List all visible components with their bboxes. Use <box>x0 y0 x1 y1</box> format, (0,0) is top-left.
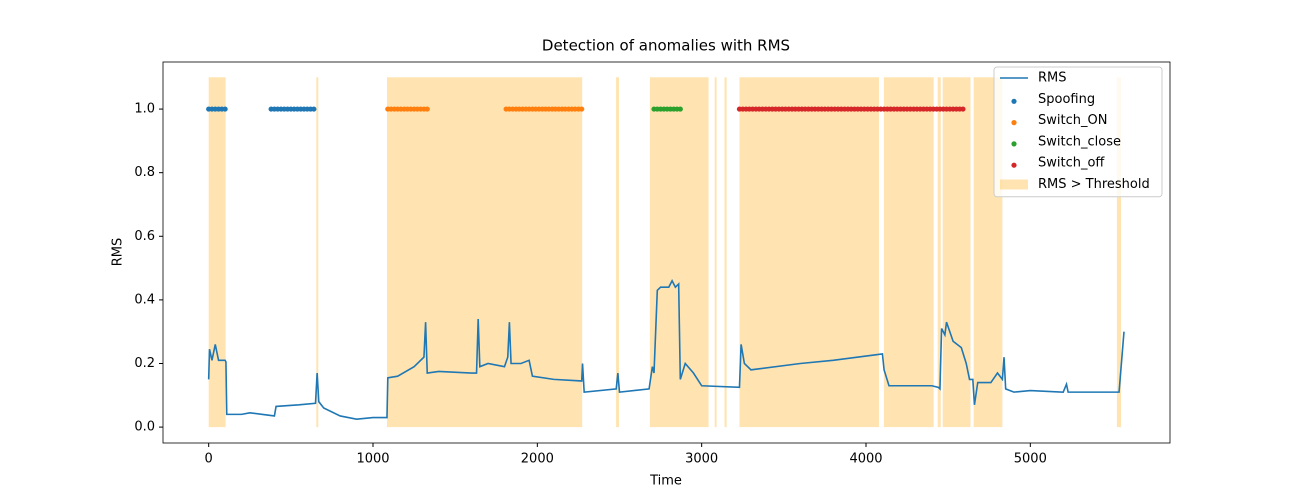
scatter-point <box>960 106 966 112</box>
legend-label: Spoofing <box>1038 92 1095 107</box>
y-tick-label: 0.8 <box>134 165 155 180</box>
plot-frame <box>162 61 1171 444</box>
x-axis-label: Time <box>649 474 682 489</box>
threshold-span <box>942 77 971 428</box>
threshold-span <box>208 77 226 428</box>
y-tick-label: 0.2 <box>134 356 155 371</box>
scatter-point <box>311 106 317 112</box>
y-tick-label: 1.0 <box>134 102 155 117</box>
threshold-span <box>724 77 727 428</box>
threshold-span <box>1116 77 1122 428</box>
legend-marker <box>1011 120 1017 126</box>
threshold-span <box>386 77 583 428</box>
legend-label: RMS > Threshold <box>1038 177 1150 192</box>
scatter-point <box>222 106 228 112</box>
threshold-span <box>714 77 717 428</box>
legend-box <box>993 66 1163 198</box>
threshold-span <box>739 77 879 428</box>
y-tick-label: 0.6 <box>134 229 155 244</box>
x-tick-label: 0 <box>205 452 213 467</box>
y-tick-label: 0.4 <box>134 292 155 307</box>
legend-span <box>1000 179 1028 190</box>
rms-line <box>207 279 1125 420</box>
y-tick-label: 0.0 <box>134 420 155 435</box>
legend-label: Switch_off <box>1038 156 1105 171</box>
legend-label: Switch_ON <box>1038 113 1107 128</box>
x-tick-label: 5000 <box>1014 452 1047 467</box>
threshold-span <box>649 77 709 428</box>
legend-marker <box>1011 141 1017 147</box>
threshold-span <box>937 77 941 428</box>
scatter-point <box>677 106 683 112</box>
y-axis-label: RMS <box>111 238 126 267</box>
x-tick-label: 4000 <box>849 452 882 467</box>
x-tick-label: 3000 <box>685 452 718 467</box>
legend-label: RMS <box>1038 71 1067 86</box>
x-tick-label: 1000 <box>356 452 389 467</box>
threshold-span <box>316 77 319 428</box>
legend-marker <box>1011 162 1017 168</box>
chart-title: Detection of anomalies with RMS <box>542 37 790 55</box>
threshold-span <box>616 77 620 428</box>
scatter-point <box>424 106 430 112</box>
scatter-point <box>579 106 585 112</box>
threshold-span <box>883 77 934 428</box>
legend-marker <box>1011 98 1017 104</box>
legend-label: Switch_close <box>1038 134 1121 149</box>
x-tick-label: 2000 <box>521 452 554 467</box>
